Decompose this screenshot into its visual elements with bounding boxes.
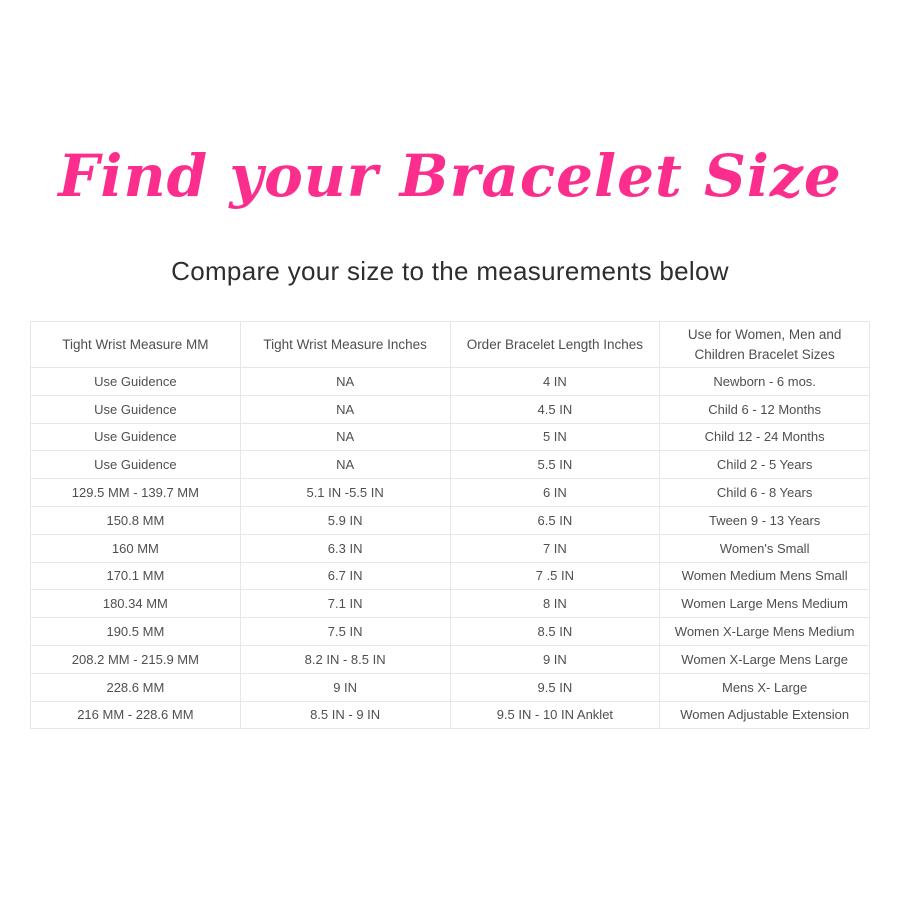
table-row: 190.5 MM 7.5 IN 8.5 IN Women X-Large Mens M… [30, 617, 870, 646]
table-cell: 6.5 IN [449, 505, 661, 535]
table-cell: 8.5 IN - 9 IN [239, 700, 451, 730]
table-cell: 6 IN [449, 478, 661, 507]
table-row: 216 MM - 228.6 MM 8.5 IN - 9 IN 9.5 IN - 1… [30, 700, 870, 730]
column-header-wrist-mm: Tight Wrist Measure MM [30, 321, 241, 368]
table-row: 150.8 MM 5.9 IN 6.5 IN Tween 9 - 13 Years [30, 505, 870, 535]
table-cell: Child 2 - 5 Years [659, 450, 870, 480]
table-cell: 5.1 IN -5.5 IN [239, 478, 451, 507]
table-row: Use Guidence NA 4 IN Newborn - 6 mos. [30, 367, 870, 396]
table-cell: 8.2 IN - 8.5 IN [239, 644, 451, 674]
table-cell: 7 IN [449, 533, 661, 563]
table-cell: Women's Small [659, 533, 870, 563]
table-cell: 4 IN [449, 367, 661, 396]
table-cell: 208.2 MM - 215.9 MM [30, 644, 241, 674]
table-cell: 160 MM [30, 533, 241, 563]
table-cell: Use Guidence [30, 394, 241, 424]
table-cell: 170.1 MM [30, 561, 241, 591]
table-cell: NA [239, 394, 451, 424]
table-cell: Use Guidence [30, 450, 241, 480]
table-cell: NA [239, 450, 451, 480]
table-cell: Child 6 - 12 Months [659, 394, 870, 424]
table-header-row: Tight Wrist Measure MM Tight Wrist Measu… [30, 321, 870, 368]
table-row: 208.2 MM - 215.9 MM 8.2 IN - 8.5 IN 9 IN Wo… [30, 644, 870, 674]
table-cell: Child 6 - 8 Years [659, 478, 870, 507]
page-subtitle: Compare your size to the measurements be… [171, 256, 729, 286]
table-row: 160 MM 6.3 IN 7 IN Women's Small [30, 533, 870, 563]
table-cell: 9.5 IN - 10 IN Anklet [449, 700, 661, 730]
table-cell: Tween 9 - 13 Years [659, 505, 870, 535]
table-cell: 7 .5 IN [449, 561, 661, 591]
table-row: 228.6 MM 9 IN 9.5 IN Mens X- Large [30, 672, 870, 702]
table-row: Use Guidence NA 4.5 IN Child 6 - 12 Months [30, 394, 870, 424]
table-cell: NA [239, 422, 451, 452]
table-cell: 180.34 MM [30, 589, 241, 619]
table-row: Use Guidence NA 5.5 IN Child 2 - 5 Years [30, 450, 870, 480]
bracelet-size-table: Tight Wrist Measure MM Tight Wrist Measu… [30, 321, 870, 730]
table-cell: Women Adjustable Extension [659, 700, 870, 730]
table-cell: 5.5 IN [449, 450, 661, 480]
table-cell: 150.8 MM [30, 505, 241, 535]
table-cell: 216 MM - 228.6 MM [30, 700, 241, 730]
table-cell: 8.5 IN [449, 617, 661, 646]
table-cell: 6.3 IN [239, 533, 451, 563]
table-cell: 7.5 IN [239, 617, 451, 646]
table-cell: 4.5 IN [449, 394, 661, 424]
table-cell: 5 IN [449, 422, 661, 452]
table-cell: 9 IN [239, 672, 451, 702]
table-cell: Women Large Mens Medium [659, 589, 870, 619]
table-cell: 228.6 MM [30, 672, 241, 702]
table-cell: 8 IN [449, 589, 661, 619]
table-cell: Women X-Large Mens Large [659, 644, 870, 674]
table-cell: Use Guidence [30, 422, 241, 452]
column-header-order-length: Order Bracelet Length Inches [449, 321, 661, 368]
table-cell: 129.5 MM - 139.7 MM [30, 478, 241, 507]
page-title: Find your Bracelet Size [58, 142, 842, 210]
table-cell: 9 IN [449, 644, 661, 674]
table-cell: 190.5 MM [30, 617, 241, 646]
table-cell: Newborn - 6 mos. [659, 367, 870, 396]
table-cell: 6.7 IN [239, 561, 451, 591]
table-cell: Use Guidence [30, 367, 241, 396]
table-cell: Women Medium Mens Small [659, 561, 870, 591]
table-row: 170.1 MM 6.7 IN 7 .5 IN Women Medium Mens S… [30, 561, 870, 591]
table-cell: 5.9 IN [239, 505, 451, 535]
table-cell: 7.1 IN [239, 589, 451, 619]
table-cell: Child 12 - 24 Months [659, 422, 870, 452]
column-header-use-for: Use for Women, Men and Children Bracelet… [659, 321, 870, 368]
table-cell: Women X-Large Mens Medium [659, 617, 870, 646]
table-body: Use Guidence NA 4 IN Newborn - 6 mos. Use Gu… [30, 367, 870, 730]
table-row: 129.5 MM - 139.7 MM 5.1 IN -5.5 IN 6 IN Chi… [30, 478, 870, 507]
column-header-wrist-inches: Tight Wrist Measure Inches [239, 321, 451, 368]
table-cell: Mens X- Large [659, 672, 870, 702]
table-row: 180.34 MM 7.1 IN 8 IN Women Large Mens Medi… [30, 589, 870, 619]
table-row: Use Guidence NA 5 IN Child 12 - 24 Months [30, 422, 870, 452]
table-cell: NA [239, 367, 451, 396]
table-cell: 9.5 IN [449, 672, 661, 702]
